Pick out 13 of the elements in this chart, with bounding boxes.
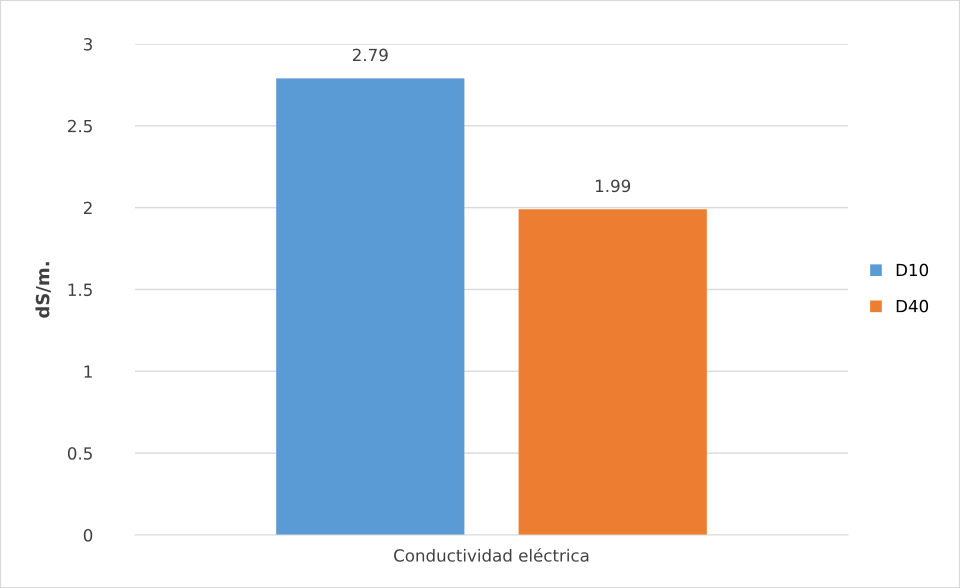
y-tick-label: 0.5 [68,447,92,460]
legend-label: D10 [896,264,928,276]
y-tick-label: 2.5 [68,120,92,132]
x-tick-label: Conductividad eléctrica [394,548,588,562]
y-tick-label: 1 [84,366,92,378]
legend-label: D40 [896,300,928,312]
data-label: 1.99 [596,180,630,192]
y-tick-label: 3 [84,38,92,51]
y-tick-label: 1.5 [68,284,92,296]
data-label: 2.79 [352,48,388,62]
y-tick-label: 2 [84,202,92,214]
y-tick-label: 0 [84,528,92,542]
y-axis-title: dS/m. [35,262,51,318]
